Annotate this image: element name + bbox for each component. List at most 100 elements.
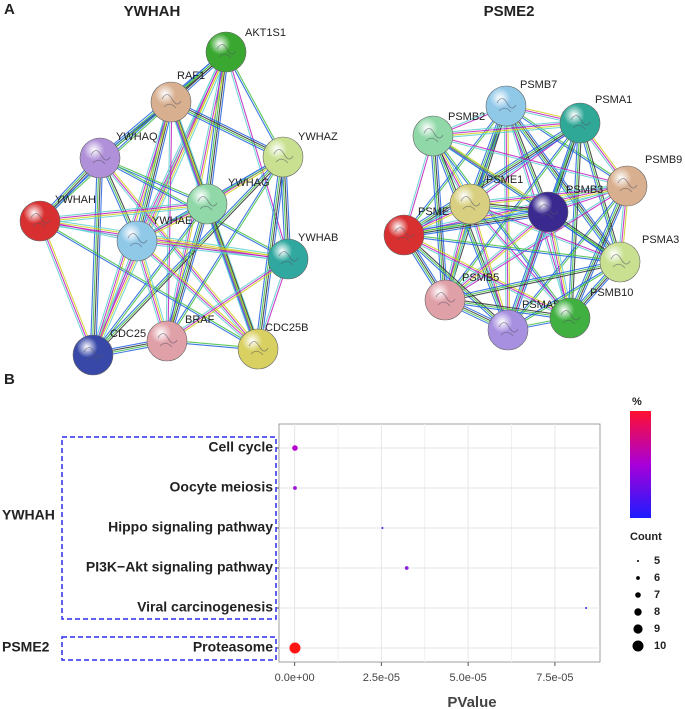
- protein-structure: [278, 251, 299, 266]
- group-box: [61, 636, 277, 661]
- edge: [470, 202, 621, 262]
- edge: [37, 221, 92, 356]
- edge: [135, 241, 258, 351]
- edge: [136, 242, 288, 262]
- protein-structure: [460, 196, 481, 211]
- edge: [444, 299, 571, 319]
- size-legend-title: Count: [630, 531, 662, 543]
- edge: [469, 203, 509, 331]
- category-label: PI3K−Akt signaling pathway: [86, 559, 273, 575]
- edge: [203, 51, 224, 204]
- edge: [41, 220, 96, 355]
- node-label: PSMA5: [522, 299, 559, 311]
- x-tick-label: 2.5e-05: [363, 672, 400, 684]
- edge: [432, 121, 580, 136]
- edge: [93, 157, 285, 357]
- bubble: [585, 607, 588, 609]
- node-label: YWHAE: [152, 215, 192, 227]
- edge: [433, 125, 581, 140]
- size-legend-dot: [634, 608, 642, 616]
- edge: [169, 103, 283, 160]
- protein-structure: [197, 196, 218, 211]
- edge: [402, 236, 570, 321]
- edge: [403, 121, 580, 235]
- protein-node: [424, 279, 466, 321]
- node-label: YWHAZ: [298, 131, 338, 143]
- size-legend-dot: [635, 592, 641, 598]
- edge: [40, 206, 208, 225]
- edge: [136, 240, 259, 350]
- protein-structure: [30, 213, 51, 228]
- edge: [444, 261, 621, 301]
- protein-structure: [570, 115, 591, 130]
- edge: [91, 51, 226, 355]
- protein-node: [383, 214, 425, 256]
- protein-structure: [90, 150, 111, 165]
- edge: [171, 100, 284, 157]
- edge: [445, 263, 621, 303]
- edge: [468, 204, 570, 319]
- network-title: PSME2: [484, 3, 535, 20]
- protein-node: [527, 191, 569, 233]
- bubble: [292, 445, 298, 451]
- protein-node: [150, 81, 192, 123]
- category-label: Cell cycle: [208, 439, 273, 455]
- edge: [567, 184, 626, 318]
- node-label: PSMB5: [462, 272, 499, 284]
- protein-structure: [617, 178, 638, 193]
- edge: [205, 51, 226, 204]
- size-legend-dot: [636, 576, 640, 580]
- protein-node: [146, 320, 188, 362]
- protein-node: [79, 137, 121, 179]
- category-label: Viral carcinogenesis: [137, 599, 273, 615]
- node-label: PSMB7: [520, 79, 557, 91]
- group-label: YWHAH: [2, 507, 55, 523]
- size-legend-dot: [632, 640, 644, 652]
- edge: [508, 262, 621, 332]
- category-label: Proteasome: [193, 639, 273, 655]
- size-legend-label: 5: [654, 555, 660, 567]
- edge: [169, 204, 211, 342]
- edge: [93, 52, 228, 356]
- edge: [137, 238, 289, 258]
- edge: [431, 136, 570, 319]
- bubble: [293, 486, 297, 490]
- network-title: YWHAH: [124, 3, 181, 20]
- node-label: CDC25: [110, 328, 146, 340]
- protein-node: [449, 183, 491, 225]
- edge: [570, 186, 629, 319]
- edge: [91, 240, 137, 355]
- edge: [167, 102, 256, 351]
- size-legend-label: 7: [654, 589, 660, 601]
- edge: [94, 52, 229, 357]
- edge: [91, 157, 100, 355]
- edge: [433, 135, 572, 318]
- edge: [163, 203, 205, 341]
- protein-node: [237, 328, 279, 370]
- edge: [171, 99, 285, 156]
- edge: [404, 233, 510, 330]
- edge: [469, 204, 620, 264]
- edge: [167, 204, 209, 342]
- node-label: YWHAB: [298, 232, 338, 244]
- protein-structure: [273, 149, 294, 164]
- edge: [173, 100, 262, 349]
- edge: [90, 50, 225, 355]
- edge: [93, 204, 209, 356]
- edge: [444, 259, 620, 299]
- node-label: BRAF: [185, 314, 215, 326]
- node-label: RAF1: [177, 70, 205, 82]
- node-label: PSMB3: [566, 184, 603, 196]
- protein-node: [205, 31, 247, 73]
- edge: [139, 102, 175, 242]
- bubble: [381, 527, 384, 529]
- bubble: [289, 642, 301, 654]
- edge: [432, 136, 627, 188]
- protein-node: [72, 334, 114, 376]
- edge: [444, 184, 627, 300]
- edge: [99, 157, 259, 350]
- protein-node: [116, 220, 158, 262]
- edge: [170, 102, 283, 159]
- x-tick-label: 7.5e-05: [536, 672, 573, 684]
